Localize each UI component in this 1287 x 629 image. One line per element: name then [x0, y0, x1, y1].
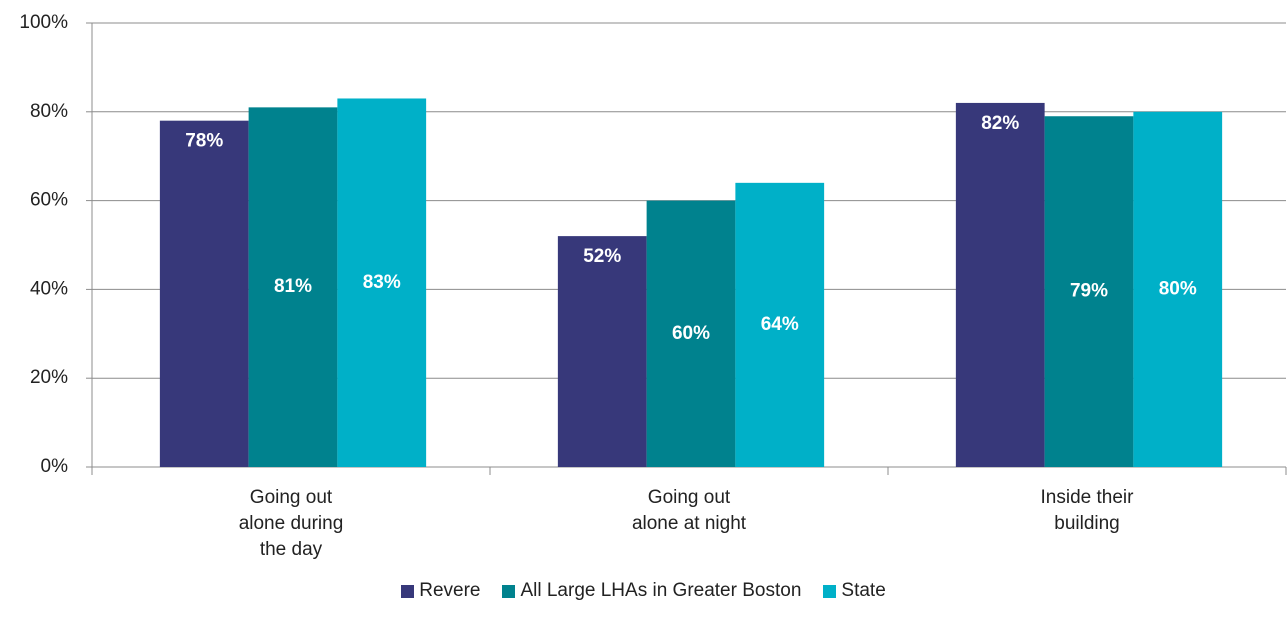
legend-swatch	[502, 584, 516, 598]
bar	[248, 107, 338, 468]
x-tick-label: Going out alone at night	[631, 487, 747, 534]
legend-label: Revere	[419, 580, 481, 601]
data-label: 82%	[981, 113, 1019, 134]
y-tick-label: 80%	[30, 101, 68, 122]
bar	[1133, 111, 1223, 468]
bar	[337, 98, 427, 467]
data-label: 64%	[761, 314, 799, 335]
legend-label: All Large LHAs in Greater Boston	[520, 580, 802, 601]
data-label: 80%	[1159, 278, 1197, 299]
data-label: 81%	[274, 276, 312, 297]
bar	[735, 182, 825, 467]
y-tick-label: 100%	[19, 12, 68, 33]
data-label: 83%	[363, 272, 401, 293]
y-tick-label: 0%	[41, 456, 69, 477]
x-tick-label: Going out alone during the day	[238, 487, 344, 560]
y-tick-label: 40%	[30, 278, 68, 299]
legend-item: All Large LHAs in Greater Boston	[502, 580, 801, 602]
data-label: 60%	[672, 323, 710, 344]
data-label: 52%	[583, 246, 621, 267]
bar	[646, 200, 736, 467]
bar	[159, 120, 249, 468]
legend-swatch	[401, 584, 415, 598]
legend: Revere All Large LHAs in Greater Boston St…	[0, 580, 1287, 602]
bar	[557, 236, 647, 467]
legend-item: State	[823, 580, 886, 602]
data-label: 79%	[1070, 281, 1108, 302]
bar	[955, 102, 1045, 468]
x-tick-label: Inside their building	[1040, 487, 1134, 534]
bar	[1044, 116, 1134, 468]
data-label: 78%	[185, 131, 223, 152]
y-tick-label: 60%	[30, 190, 68, 211]
legend-label: State	[841, 580, 886, 601]
legend-item: Revere	[401, 580, 480, 602]
legend-swatch	[823, 584, 837, 598]
y-tick-label: 20%	[30, 367, 68, 388]
